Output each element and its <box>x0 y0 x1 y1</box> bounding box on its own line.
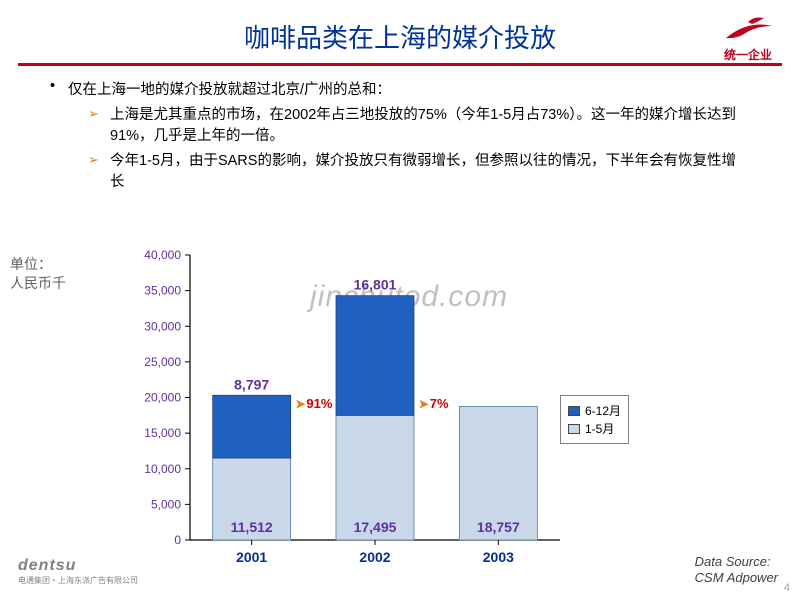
data-source-l2: CSM Adpower <box>695 570 778 585</box>
bullet-sub-0: 上海是尤其重点的市场，在2002年占三地投放的75%（今年1-5月占73%）。这… <box>50 105 750 147</box>
svg-text:20,000: 20,000 <box>144 391 181 405</box>
svg-text:10,000: 10,000 <box>144 462 181 476</box>
svg-text:30,000: 30,000 <box>144 319 181 333</box>
growth-label: ➤7% <box>419 396 449 411</box>
stacked-bar-chart: 0 5,000 10,000 15,000 20,000 25,000 30,000 35,0… <box>105 245 725 575</box>
legend-label: 1-5月 <box>585 420 614 437</box>
data-source-l1: Data Source: <box>695 554 771 569</box>
agency-logo-bottom: dentsu 电通集团・上海东派广告有限公司 <box>18 557 138 586</box>
svg-text:0: 0 <box>174 533 181 547</box>
svg-text:17,495: 17,495 <box>354 519 397 535</box>
company-logo-top: 统一企业 <box>718 12 778 63</box>
legend-row: 6-12月 <box>568 402 621 419</box>
svg-text:11,512: 11,512 <box>231 519 273 535</box>
bird-swoosh-icon <box>718 12 778 44</box>
page-number: 4 <box>784 582 790 594</box>
slide-title: 咖啡品类在上海的媒介投放 <box>0 18 800 55</box>
legend-row: 1-5月 <box>568 420 621 437</box>
y-axis-unit-l1: 单位： <box>10 256 52 272</box>
slide-title-area: 咖啡品类在上海的媒介投放 <box>0 0 800 63</box>
chart-area: 0 5,000 10,000 15,000 20,000 25,000 30,000 35,0… <box>105 245 725 575</box>
agency-logo-sub: 电通集团・上海东派广告有限公司 <box>18 575 138 586</box>
svg-text:35,000: 35,000 <box>144 284 181 298</box>
svg-text:15,000: 15,000 <box>144 426 181 440</box>
chart-legend: 6-12月1-5月 <box>560 395 629 444</box>
legend-swatch <box>568 406 580 416</box>
company-logo-label: 统一企业 <box>718 46 778 63</box>
legend-label: 6-12月 <box>585 402 621 419</box>
svg-text:8,797: 8,797 <box>234 376 269 392</box>
bullet-sub-1: 今年1-5月，由于SARS的影响，媒介投放只有微弱增长，但参照以往的情况，下半年… <box>50 151 750 193</box>
legend-swatch <box>568 424 580 434</box>
growth-arrow-icon: ➤ <box>419 397 429 411</box>
svg-text:25,000: 25,000 <box>144 355 181 369</box>
svg-text:5,000: 5,000 <box>151 497 181 511</box>
y-axis-unit-label: 单位： 人民币千 <box>10 255 100 293</box>
svg-text:2002: 2002 <box>359 549 390 565</box>
svg-text:40,000: 40,000 <box>144 248 181 262</box>
y-axis-unit-l2: 人民币千 <box>10 275 66 291</box>
bullet-content: 仅在上海一地的媒介投放就超过北京/广州的总和： 上海是尤其重点的市场，在2002… <box>0 66 800 193</box>
svg-text:16,801: 16,801 <box>354 277 397 293</box>
bullet-main: 仅在上海一地的媒介投放就超过北京/广州的总和： <box>50 78 750 99</box>
growth-label: ➤91% <box>295 396 332 411</box>
growth-arrow-icon: ➤ <box>295 397 305 411</box>
data-source-label: Data Source: CSM Adpower <box>695 554 778 587</box>
svg-text:2001: 2001 <box>236 549 267 565</box>
svg-text:18,757: 18,757 <box>477 519 520 535</box>
agency-logo-name: dentsu <box>18 557 138 575</box>
svg-text:2003: 2003 <box>483 549 514 565</box>
